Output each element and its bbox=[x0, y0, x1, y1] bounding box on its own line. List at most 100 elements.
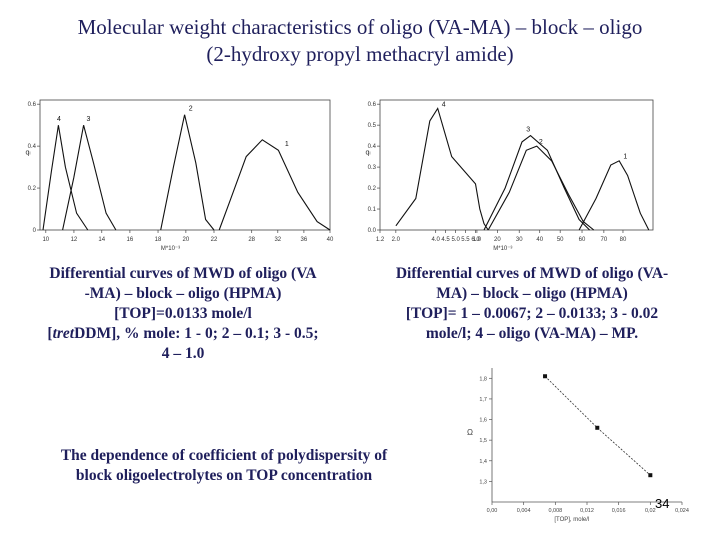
caption-right-line-4: mole/l; 4 – oligo (VA-MA) – MP. bbox=[425, 325, 639, 342]
y-axis-label: Ω bbox=[467, 428, 473, 437]
series-line-1 bbox=[578, 160, 650, 231]
x-tick-label: 16 bbox=[127, 237, 134, 243]
y-tick-label: 1,4 bbox=[479, 459, 487, 465]
series-line-1 bbox=[218, 139, 331, 231]
series-line-3 bbox=[62, 125, 117, 231]
y-tick-label: 1,7 bbox=[479, 397, 487, 403]
trend-line bbox=[544, 375, 651, 476]
x-tick-label: 0,024 bbox=[675, 508, 689, 514]
caption-right: Differential curves of MWD of oligo (VA-… bbox=[362, 264, 702, 344]
series-line-3 bbox=[483, 134, 590, 231]
y-tick-label: 0.4 bbox=[368, 144, 377, 150]
x-tick-label: 10 bbox=[42, 237, 49, 243]
x-tick-label: 0,008 bbox=[548, 508, 562, 514]
series-line-2 bbox=[160, 114, 215, 231]
x-tick-label: 4.5 bbox=[441, 237, 450, 243]
x-tick-label: 60 bbox=[579, 237, 586, 243]
x-tick-label: 4.0 bbox=[432, 237, 441, 243]
data-point bbox=[595, 425, 600, 430]
y-tick-label: 0.0 bbox=[368, 228, 377, 234]
y-tick-label: 1,6 bbox=[479, 418, 487, 424]
y-axis-label: qₗ bbox=[365, 150, 370, 157]
caption-bottom-line-1: The dependence of coefficient of polydis… bbox=[60, 447, 388, 464]
series-line-4 bbox=[42, 125, 89, 231]
x-tick-label: 0,02 bbox=[645, 508, 656, 514]
x-tick-label: 32 bbox=[274, 237, 281, 243]
series-label-4: 4 bbox=[57, 116, 61, 123]
y-tick-label: 0.6 bbox=[368, 102, 377, 108]
polydispersity-chart-svg: 0,00 0,004 0,008 0,012 0,016 0,02 0,024 1,3 1,4 1… bbox=[467, 368, 689, 523]
caption-right-line-1: Differential curves of MWD of oligo (VA- bbox=[395, 265, 669, 282]
caption-left-line-3: [TOP]=0.0133 mole/l bbox=[114, 305, 252, 322]
y-tick-label: 0.2 bbox=[28, 186, 37, 192]
caption-left-line-4: [tretDDM], % mole: 1 - 0; 2 – 0.1; 3 - 0… bbox=[47, 325, 319, 342]
x-tick-label: 36 bbox=[301, 237, 308, 243]
x-tick-label: 0,004 bbox=[517, 508, 531, 514]
x-tick-label: 80 bbox=[620, 237, 627, 243]
series-line-4 bbox=[395, 107, 489, 231]
x-tick-label: 5.0 bbox=[451, 237, 460, 243]
caption-left-line-5: 4 – 1.0 bbox=[161, 345, 205, 362]
title-line-2: (2-hydroxy propyl methacryl amide) bbox=[206, 42, 514, 66]
data-point bbox=[543, 374, 548, 379]
y-axis-label: qₗ bbox=[25, 150, 30, 157]
caption-bottom: The dependence of coefficient of polydis… bbox=[22, 446, 426, 486]
caption-right-line-3: [TOP]= 1 – 0.0067; 2 – 0.0133; 3 - 0.02 bbox=[405, 305, 659, 322]
x-tick-label: 50 bbox=[557, 237, 564, 243]
y-tick-label: 0.2 bbox=[368, 186, 377, 192]
x-tick-label: 1.0 bbox=[473, 237, 482, 243]
x-tick-label: 20 bbox=[183, 237, 190, 243]
y-tick-label: 0.3 bbox=[368, 165, 377, 171]
x-tick-label: 22 bbox=[211, 237, 218, 243]
caption-left-line-1: Differential curves of MWD of oligo (VA bbox=[49, 265, 317, 282]
caption-left-line-4-rest: DDM], % mole: 1 - 0; 2 – 0.1; 3 - 0.5; bbox=[74, 325, 319, 342]
x-tick-label: 5.5 bbox=[461, 237, 470, 243]
series-label-3: 3 bbox=[86, 116, 90, 123]
y-tick-label: 1,3 bbox=[479, 479, 487, 485]
caption-left-line-2: -MA) – block – oligo (HPMA) bbox=[84, 285, 282, 302]
mwd-chart-right: 1.2 2.0 4.0 4.5 5.0 5.5 6.0 1.0 20 30 40 50 60 70 80 0.… bbox=[358, 92, 658, 250]
page-number: 34 bbox=[655, 496, 670, 511]
caption-left-italic: tret bbox=[52, 325, 75, 342]
x-tick-label: 40 bbox=[327, 237, 334, 243]
polydispersity-chart: 0,00 0,004 0,008 0,012 0,016 0,02 0,024 1,3 1,4 1… bbox=[460, 362, 690, 524]
y-tick-label: 0.6 bbox=[28, 102, 37, 108]
x-tick-label: 70 bbox=[601, 237, 608, 243]
x-tick-label: 0,016 bbox=[612, 508, 626, 514]
slide-title: Molecular weight characteristics of olig… bbox=[0, 14, 720, 68]
series-label-1: 1 bbox=[285, 141, 289, 148]
y-tick-label: 0.1 bbox=[368, 207, 377, 213]
y-tick-label: 0 bbox=[33, 228, 37, 234]
x-tick-label: 0,012 bbox=[580, 508, 594, 514]
caption-right-line-2: MA) – block – oligo (HPMA) bbox=[436, 285, 628, 302]
x-tick-label: 0,00 bbox=[487, 508, 498, 514]
x-tick-label: 30 bbox=[516, 237, 523, 243]
x-tick-label: 1.2 bbox=[376, 237, 385, 243]
x-tick-label: 14 bbox=[98, 237, 105, 243]
y-tick-label: 1,5 bbox=[479, 438, 487, 444]
x-tick-label: 28 bbox=[248, 237, 255, 243]
plot-frame bbox=[379, 99, 654, 231]
series-label-1: 1 bbox=[623, 154, 627, 161]
y-tick-label: 1,8 bbox=[479, 376, 487, 382]
x-tick-label: 18 bbox=[155, 237, 162, 243]
x-axis-label: [TOP], mole/l bbox=[554, 517, 589, 523]
series-label-4: 4 bbox=[442, 101, 446, 108]
x-axis-label: M*10⁻³ bbox=[161, 246, 180, 250]
title-line-1: Molecular weight characteristics of olig… bbox=[77, 15, 643, 39]
x-tick-label: 2.0 bbox=[392, 237, 401, 243]
x-axis-label: M*10⁻³ bbox=[493, 246, 512, 250]
x-tick-label: 20 bbox=[494, 237, 501, 243]
series-line-2 bbox=[487, 145, 595, 231]
x-tick-label: 6.0 bbox=[471, 237, 480, 243]
series-label-2: 2 bbox=[189, 105, 193, 112]
y-tick-label: 0.5 bbox=[368, 123, 377, 129]
mwd-chart-left-svg: 10 12 14 16 18 20 22 28 32 36 4000.20.40.6M*10⁻³qₗ… bbox=[25, 99, 334, 250]
series-label-2: 2 bbox=[539, 139, 543, 146]
data-point bbox=[648, 473, 653, 478]
plot-frame bbox=[39, 99, 331, 231]
series-label-3: 3 bbox=[526, 126, 530, 133]
x-tick-label: 12 bbox=[71, 237, 78, 243]
x-tick-label: 40 bbox=[536, 237, 543, 243]
mwd-chart-right-svg: 1.2 2.0 4.0 4.5 5.0 5.5 6.01.0 20 30 40 50 60 70 80 0.… bbox=[365, 99, 654, 250]
